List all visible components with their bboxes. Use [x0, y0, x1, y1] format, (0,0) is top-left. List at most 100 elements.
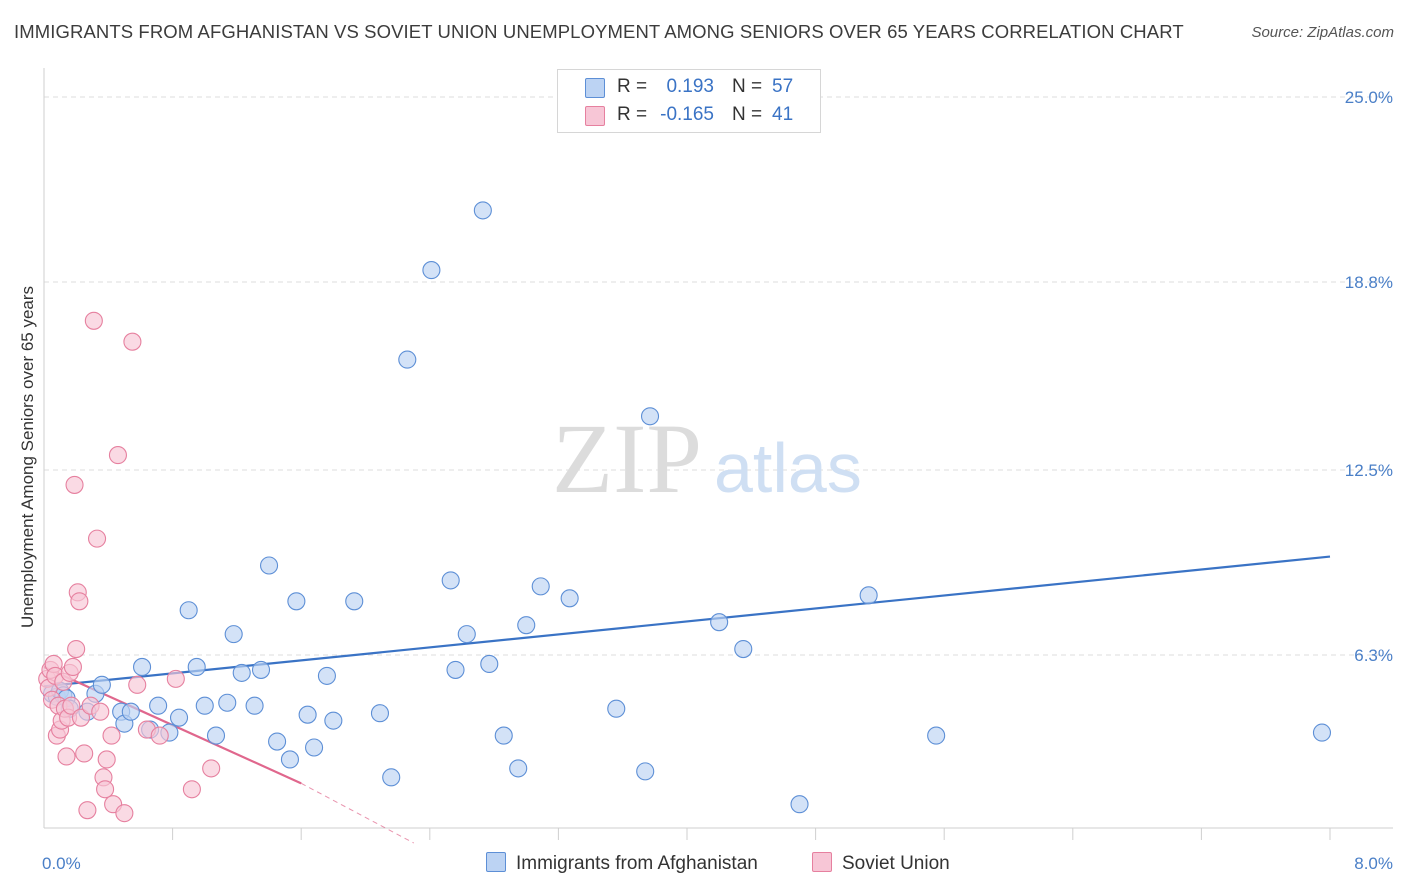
- data-point-blue: [179, 601, 198, 620]
- data-point-blue: [517, 616, 536, 635]
- y-tick-label: 6.3%: [1354, 646, 1393, 665]
- data-point-blue: [1312, 723, 1332, 742]
- data-point-blue: [560, 589, 579, 608]
- data-point-pink: [78, 801, 97, 820]
- data-point-pink: [166, 669, 185, 688]
- watermark-zip: ZIP: [552, 403, 702, 514]
- data-point-blue: [287, 592, 306, 611]
- data-point-pink: [75, 744, 94, 763]
- data-point-blue: [382, 768, 401, 787]
- data-point-blue: [859, 586, 878, 605]
- series-legend-label: Immigrants from Afghanistan: [516, 853, 758, 874]
- series-legend-soviet-union: Soviet Union: [812, 852, 950, 876]
- data-point-blue: [927, 726, 946, 745]
- data-point-blue: [446, 660, 465, 679]
- legend-r-label: R =: [617, 104, 648, 125]
- data-point-blue: [441, 571, 460, 590]
- correlation-legend: R = 0.193 N = 57 R = -0.165 N = 41: [557, 69, 821, 133]
- data-point-blue: [121, 702, 140, 721]
- legend-swatch-blue: [585, 78, 605, 98]
- data-point-pink: [96, 780, 115, 799]
- y-tick-labels: 6.3% 12.5% 18.8% 25.0%: [1345, 88, 1393, 665]
- data-point-blue: [324, 711, 343, 730]
- series-legend-label: Soviet Union: [842, 853, 950, 874]
- data-point-blue: [259, 556, 279, 575]
- data-point-blue: [232, 663, 251, 682]
- data-point-blue: [457, 625, 476, 644]
- trend-lines: [43, 555, 1331, 844]
- series-legend-swatch-pink: [812, 852, 832, 872]
- y-axis-label: Unemployment Among Seniors over 65 years: [18, 286, 37, 628]
- legend-r-label: R =: [617, 76, 648, 97]
- data-point-blue: [398, 350, 417, 369]
- data-point-blue: [187, 657, 206, 676]
- data-point-pink: [182, 780, 201, 799]
- data-point-blue: [370, 704, 390, 723]
- legend-row-afghanistan: R = 0.193 N = 57: [558, 73, 820, 101]
- data-point-blue: [92, 675, 111, 694]
- data-point-blue: [280, 750, 299, 769]
- chart-title: IMMIGRANTS FROM AFGHANISTAN VS SOVIET UN…: [14, 21, 1184, 42]
- x-tick-label: 8.0%: [1354, 854, 1393, 873]
- data-point-blue: [422, 261, 441, 280]
- data-point-blue: [169, 708, 189, 727]
- data-point-blue: [218, 693, 237, 712]
- legend-row-soviet-union: R = -0.165 N = 41: [558, 101, 820, 129]
- data-point-pink: [202, 759, 221, 778]
- data-point-pink: [57, 747, 76, 766]
- data-point-blue: [710, 613, 729, 632]
- x-tick-labels: 0.0% 8.0%: [42, 854, 1393, 873]
- data-point-blue: [640, 407, 660, 426]
- data-point-pink: [87, 529, 107, 548]
- data-point-pink: [108, 446, 127, 465]
- data-point-blue: [734, 639, 753, 659]
- legend-n-label: N =: [732, 76, 763, 97]
- data-point-pink: [102, 726, 121, 745]
- x-tick-label: 0.0%: [42, 854, 81, 873]
- data-point-pink: [71, 708, 91, 727]
- y-tick-label: 18.8%: [1345, 273, 1393, 292]
- watermark-atlas: atlas: [714, 429, 862, 507]
- data-point-blue: [480, 654, 499, 674]
- legend-n-label: N =: [732, 104, 763, 125]
- data-point-pink: [128, 675, 147, 694]
- data-point-blue: [790, 795, 809, 814]
- data-point-blue: [195, 696, 214, 715]
- data-point-blue: [345, 592, 364, 611]
- data-point-pink: [70, 592, 89, 611]
- data-point-blue: [224, 625, 243, 644]
- chart-source: Source: ZipAtlas.com: [1251, 24, 1394, 41]
- data-point-pink: [67, 639, 86, 659]
- data-point-blue: [509, 759, 528, 778]
- data-point-blue: [305, 738, 324, 757]
- data-point-pink: [65, 475, 84, 494]
- data-point-blue: [298, 705, 317, 724]
- data-point-blue: [133, 657, 152, 676]
- data-point-blue: [494, 726, 513, 745]
- data-point-pink: [91, 702, 110, 721]
- data-point-pink: [115, 804, 134, 823]
- series-legend-afghanistan: Immigrants from Afghanistan: [486, 852, 758, 876]
- data-point-blue: [317, 666, 336, 685]
- data-point-pink: [62, 696, 81, 715]
- data-point-pink: [97, 750, 116, 769]
- trend-line-extension-pink: [300, 782, 414, 844]
- legend-r-value: 0.193: [666, 76, 714, 97]
- legend-swatch-pink: [585, 106, 605, 126]
- data-point-blue: [473, 201, 492, 220]
- data-point-blue: [149, 696, 168, 715]
- data-point-pink: [123, 332, 142, 351]
- data-point-blue: [531, 577, 550, 596]
- legend-n-value: 41: [772, 104, 794, 125]
- data-point-blue: [636, 762, 655, 781]
- data-point-pink: [84, 311, 103, 330]
- y-tick-label: 25.0%: [1345, 88, 1393, 107]
- data-point-pink: [63, 657, 82, 676]
- legend-n-value: 57: [772, 76, 794, 97]
- data-point-blue: [268, 732, 287, 751]
- legend-r-value: -0.165: [660, 104, 714, 125]
- data-point-blue: [245, 696, 264, 715]
- y-tick-label: 12.5%: [1345, 461, 1393, 480]
- data-point-blue: [251, 660, 271, 679]
